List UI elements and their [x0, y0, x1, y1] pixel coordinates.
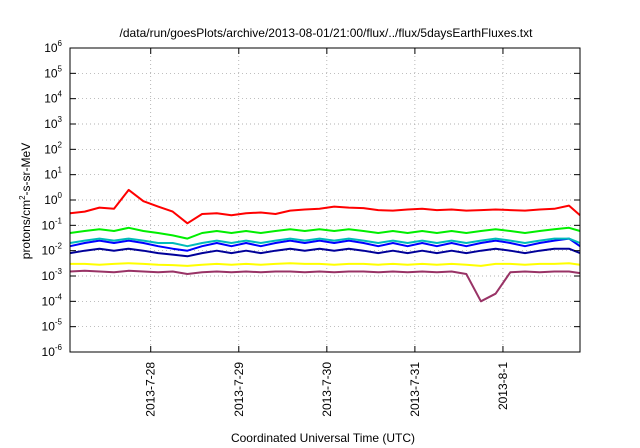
y-tick-label-exp: -1 [55, 216, 63, 225]
y-tick-label-exp: -3 [55, 267, 63, 276]
y-tick-label-base: 10 [42, 218, 56, 232]
series-line [69, 188, 581, 225]
y-tick-label: 100 [44, 191, 62, 207]
y-tick-label-base: 10 [42, 294, 56, 308]
x-axis-ticks: 2013-7-28 2013-7-29 2013-7-30 2013-7-31 2013… [144, 48, 510, 417]
chart-title: /data/run/goesPlots/archive/2013-08-01/2… [120, 26, 534, 40]
y-tick-label: 10-3 [42, 267, 63, 283]
y-tick-label-base: 10 [44, 142, 58, 156]
series-line [69, 269, 581, 303]
x-tick-label: 2013-7-28 [144, 362, 158, 417]
y-tick-label: 103 [44, 115, 62, 131]
y-tick-label: 10-1 [42, 216, 63, 232]
y-tick-label-exp: -2 [55, 242, 63, 251]
y-tick-label: 10-6 [42, 343, 63, 359]
x-tick-label: 2013-8-1 [496, 362, 510, 410]
y-tick-label-base: 10 [42, 345, 56, 359]
series-line [69, 237, 581, 248]
y-tick-label-exp: 5 [58, 64, 63, 73]
y-tick-label: 101 [44, 166, 62, 182]
y-tick-label-exp: 3 [58, 115, 63, 124]
x-axis-label: Coordinated Universal Time (UTC) [231, 431, 415, 445]
y-tick-label-base: 10 [44, 92, 58, 106]
y-tick-label: 10-2 [42, 242, 63, 258]
y-axis-label-prefix: protons/cm [19, 200, 33, 259]
x-tick-label: 2013-7-30 [320, 362, 334, 417]
y-tick-label-exp: 4 [58, 90, 63, 99]
y-axis-label: protons/cm2-s-sr-MeV [18, 143, 33, 259]
series-line [69, 247, 581, 258]
y-axis-ticks: 10-610-510-410-310-210-11001011021031041… [42, 39, 580, 359]
y-tick-label-exp: 1 [58, 166, 63, 175]
y-tick-label-base: 10 [44, 41, 58, 55]
y-tick-label: 106 [44, 39, 62, 55]
y-tick-label-base: 10 [44, 193, 58, 207]
y-tick-label-exp: 0 [58, 191, 63, 200]
series-line [70, 262, 581, 267]
series-line [69, 226, 581, 240]
y-axis-label-sup: 2 [18, 195, 27, 200]
y-tick-label: 105 [44, 64, 62, 80]
y-tick-label-exp: 6 [58, 39, 63, 48]
y-tick-label-base: 10 [42, 320, 56, 334]
y-tick-label-exp: -5 [55, 318, 63, 327]
y-tick-label-base: 10 [42, 244, 56, 258]
y-tick-label-exp: -6 [55, 343, 63, 352]
y-tick-label-base: 10 [44, 66, 58, 80]
y-tick-label-exp: 2 [58, 140, 63, 149]
y-tick-label-base: 10 [44, 117, 58, 131]
y-axis-label-suffix: -s-sr-MeV [19, 143, 33, 196]
x-tick-label: 2013-7-31 [408, 362, 422, 417]
x-tick-label: 2013-7-29 [232, 362, 246, 417]
y-tick-label: 102 [44, 140, 62, 156]
y-tick-label-exp: -4 [55, 292, 63, 301]
y-tick-label: 104 [44, 90, 62, 106]
series-line [69, 237, 581, 252]
y-tick-label-base: 10 [42, 269, 56, 283]
y-tick-label: 10-4 [42, 292, 63, 308]
y-tick-label-base: 10 [44, 168, 58, 182]
y-tick-label: 10-5 [42, 318, 63, 334]
plot-lines [69, 188, 581, 303]
